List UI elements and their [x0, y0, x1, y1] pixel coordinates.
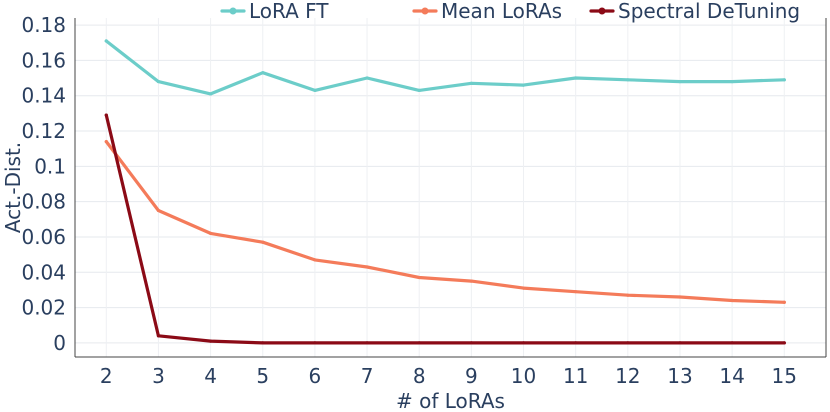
data-point-1 — [469, 279, 473, 283]
data-point-0 — [208, 92, 213, 96]
y-tick-label: 0.16 — [21, 48, 66, 72]
data-point-2 — [417, 341, 421, 345]
data-point-0 — [156, 79, 161, 84]
data-point-2 — [782, 341, 786, 345]
data-point-1 — [574, 290, 578, 294]
data-point-2 — [261, 341, 265, 345]
data-point-1 — [678, 295, 682, 299]
y-tick-label: 0.1 — [34, 154, 66, 178]
legend-marker-2 — [598, 7, 606, 15]
data-point-0 — [678, 79, 682, 84]
data-point-0 — [626, 78, 630, 82]
x-tick-label: 3 — [152, 364, 165, 388]
x-tick-label: 2 — [100, 364, 113, 388]
data-point-0 — [313, 88, 317, 92]
data-point-1 — [626, 293, 630, 297]
data-point-2 — [521, 341, 526, 345]
x-tick-label: 5 — [256, 364, 269, 388]
x-axis-title: # of LoRAs — [396, 389, 505, 412]
data-point-1 — [313, 258, 317, 262]
data-point-1 — [261, 240, 265, 244]
x-tick-label: 11 — [563, 364, 588, 388]
data-point-1 — [417, 275, 421, 280]
data-point-2 — [469, 341, 473, 345]
grid-lines — [75, 18, 826, 357]
data-point-0 — [261, 71, 265, 75]
series-line-1 — [104, 140, 786, 304]
y-tick-label: 0.18 — [21, 13, 66, 37]
y-tick-label: 0.08 — [21, 190, 66, 214]
data-point-2 — [313, 341, 317, 345]
data-point-2 — [156, 334, 161, 338]
series-line-0 — [104, 39, 786, 96]
y-axis-title: Act.-Dist. — [1, 142, 25, 233]
series-lines — [104, 39, 786, 345]
data-point-1 — [365, 265, 369, 269]
y-tick-label: 0.06 — [21, 225, 66, 249]
data-point-2 — [574, 341, 578, 345]
data-point-1 — [104, 139, 108, 144]
data-point-0 — [469, 81, 473, 85]
data-point-0 — [365, 76, 369, 80]
legend-label-2: Spectral DeTuning — [618, 0, 800, 23]
axes: 0 0.02 0.04 0.06 0.08 0.1 0.12 0.14 0.16 0.18 2 3 4 5… — [21, 13, 827, 388]
legend-label-1: Mean LoRAs — [441, 0, 562, 23]
data-point-0 — [417, 88, 421, 92]
data-point-2 — [365, 341, 369, 345]
data-point-0 — [730, 79, 734, 84]
x-tick-label: 14 — [719, 364, 744, 388]
x-tick-label: 15 — [772, 364, 797, 388]
data-point-0 — [782, 78, 786, 82]
x-tick-label: 4 — [204, 364, 217, 388]
x-tick-label: 9 — [465, 364, 478, 388]
data-point-1 — [521, 286, 526, 290]
data-point-1 — [730, 298, 734, 303]
data-point-2 — [730, 341, 734, 345]
data-point-2 — [208, 339, 213, 343]
legend-label-0: LoRA FT — [249, 0, 329, 23]
y-tick-label: 0 — [53, 331, 66, 355]
x-tick-label: 7 — [361, 364, 374, 388]
series-line-2 — [104, 113, 786, 345]
data-point-2 — [678, 341, 682, 345]
y-tick-label: 0.02 — [21, 296, 66, 320]
x-tick-label: 6 — [309, 364, 322, 388]
x-tick-label: 10 — [511, 364, 536, 388]
legend: LoRA FT Mean LoRAs Spectral DeTuning — [220, 0, 800, 23]
legend-marker-1 — [421, 7, 429, 15]
data-point-1 — [782, 300, 786, 304]
data-point-1 — [208, 231, 213, 236]
data-point-0 — [574, 76, 578, 80]
legend-marker-0 — [229, 7, 237, 15]
data-point-2 — [104, 113, 108, 117]
x-tick-label: 12 — [615, 364, 640, 388]
data-point-1 — [156, 208, 161, 213]
y-tick-label: 0.14 — [21, 84, 66, 108]
y-tick-label: 0.04 — [21, 260, 66, 284]
x-tick-label: 8 — [413, 364, 426, 388]
data-point-0 — [521, 83, 526, 87]
data-point-2 — [626, 341, 630, 345]
x-tick-label: 13 — [667, 364, 692, 388]
y-tick-label: 0.12 — [21, 119, 66, 143]
data-point-0 — [104, 39, 108, 43]
